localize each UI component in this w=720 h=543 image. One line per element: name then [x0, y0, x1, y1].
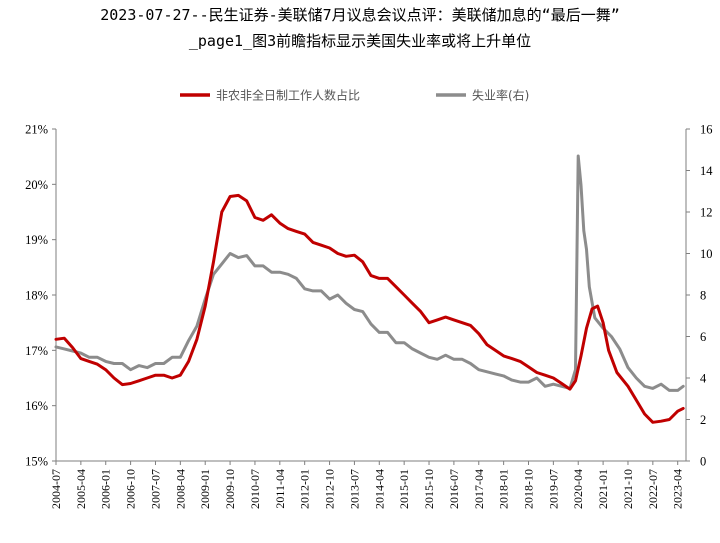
x-tick-label: 2004-07 — [49, 469, 63, 509]
y-left-tick-label: 16% — [25, 399, 48, 413]
y-left-tick-label: 15% — [25, 455, 48, 469]
x-tick-label: 2009-01 — [198, 469, 212, 509]
y-right-tick-label: 10 — [700, 247, 713, 261]
series-line-parttime-share — [54, 193, 685, 424]
x-tick-label: 2016-07 — [447, 469, 461, 509]
x-tick-label: 2012-01 — [298, 469, 312, 509]
y-right-tick-label: 8 — [700, 289, 706, 303]
y-left-tick-label: 21% — [25, 123, 48, 137]
chart-legend: 非农非全日制工作人数占比 失业率(右) — [180, 88, 529, 103]
y-left-tick-label: 18% — [25, 289, 48, 303]
chart-title: 2023-07-27--民生证券-美联储7月议息会议点评：美联储加息的“最后一舞… — [100, 6, 620, 24]
y-right-tick-label: 6 — [700, 330, 706, 344]
y-right-tick-label: 4 — [700, 372, 707, 386]
x-tick-label: 2021-10 — [621, 469, 635, 509]
y-right-tick-label: 16 — [700, 123, 713, 137]
x-tick-label: 2011-04 — [273, 469, 287, 509]
x-tick-label: 2018-01 — [497, 469, 511, 509]
x-tick-label: 2015-01 — [397, 469, 411, 509]
chart-axes: 15% 16% 17% 18% 19% 20% 21% 0 2 4 6 8 10 12 14 16 2004-0… — [25, 123, 713, 510]
y-right-tick-label: 12 — [700, 206, 713, 220]
series-line-unemployment — [54, 154, 685, 392]
x-tick-label: 2015-10 — [422, 469, 436, 509]
x-tick-label: 2010-07 — [248, 469, 262, 509]
y-right-tick-label: 2 — [700, 413, 706, 427]
y-left-tick-label: 20% — [25, 178, 48, 192]
x-tick-label: 2009-10 — [223, 469, 237, 509]
x-tick-label: 2014-04 — [372, 469, 386, 509]
chart-subtitle: _page1_图3前瞻指标显示美国失业率或将上升单位 — [188, 32, 532, 50]
x-tick-label: 2005-04 — [74, 469, 88, 509]
x-tick-label: 2021-01 — [596, 469, 610, 509]
y-left-tick-label: 19% — [25, 233, 48, 247]
x-tick-label: 2008-04 — [173, 469, 187, 509]
x-tick-label: 2006-01 — [99, 469, 113, 509]
legend-label: 失业率(右) — [472, 88, 529, 103]
x-tick-label: 2019-07 — [546, 469, 560, 509]
x-tick-label: 2023-04 — [671, 469, 685, 509]
x-tick-label: 2013-07 — [347, 469, 361, 509]
x-tick-label: 2017-04 — [472, 469, 486, 509]
legend-label: 非农非全日制工作人数占比 — [216, 88, 360, 103]
x-tick-label: 2020-04 — [571, 469, 585, 509]
x-tick-label: 2006-10 — [124, 469, 138, 509]
x-tick-label: 2007-07 — [148, 469, 162, 509]
y-right-tick-label: 0 — [700, 455, 706, 469]
x-tick-label: 2022-07 — [646, 469, 660, 509]
chart-series — [54, 154, 685, 424]
y-left-tick-label: 17% — [25, 344, 48, 358]
x-tick-label: 2018-10 — [522, 469, 536, 509]
x-tick-label: 2012-10 — [323, 469, 337, 509]
y-right-tick-label: 14 — [700, 164, 713, 178]
